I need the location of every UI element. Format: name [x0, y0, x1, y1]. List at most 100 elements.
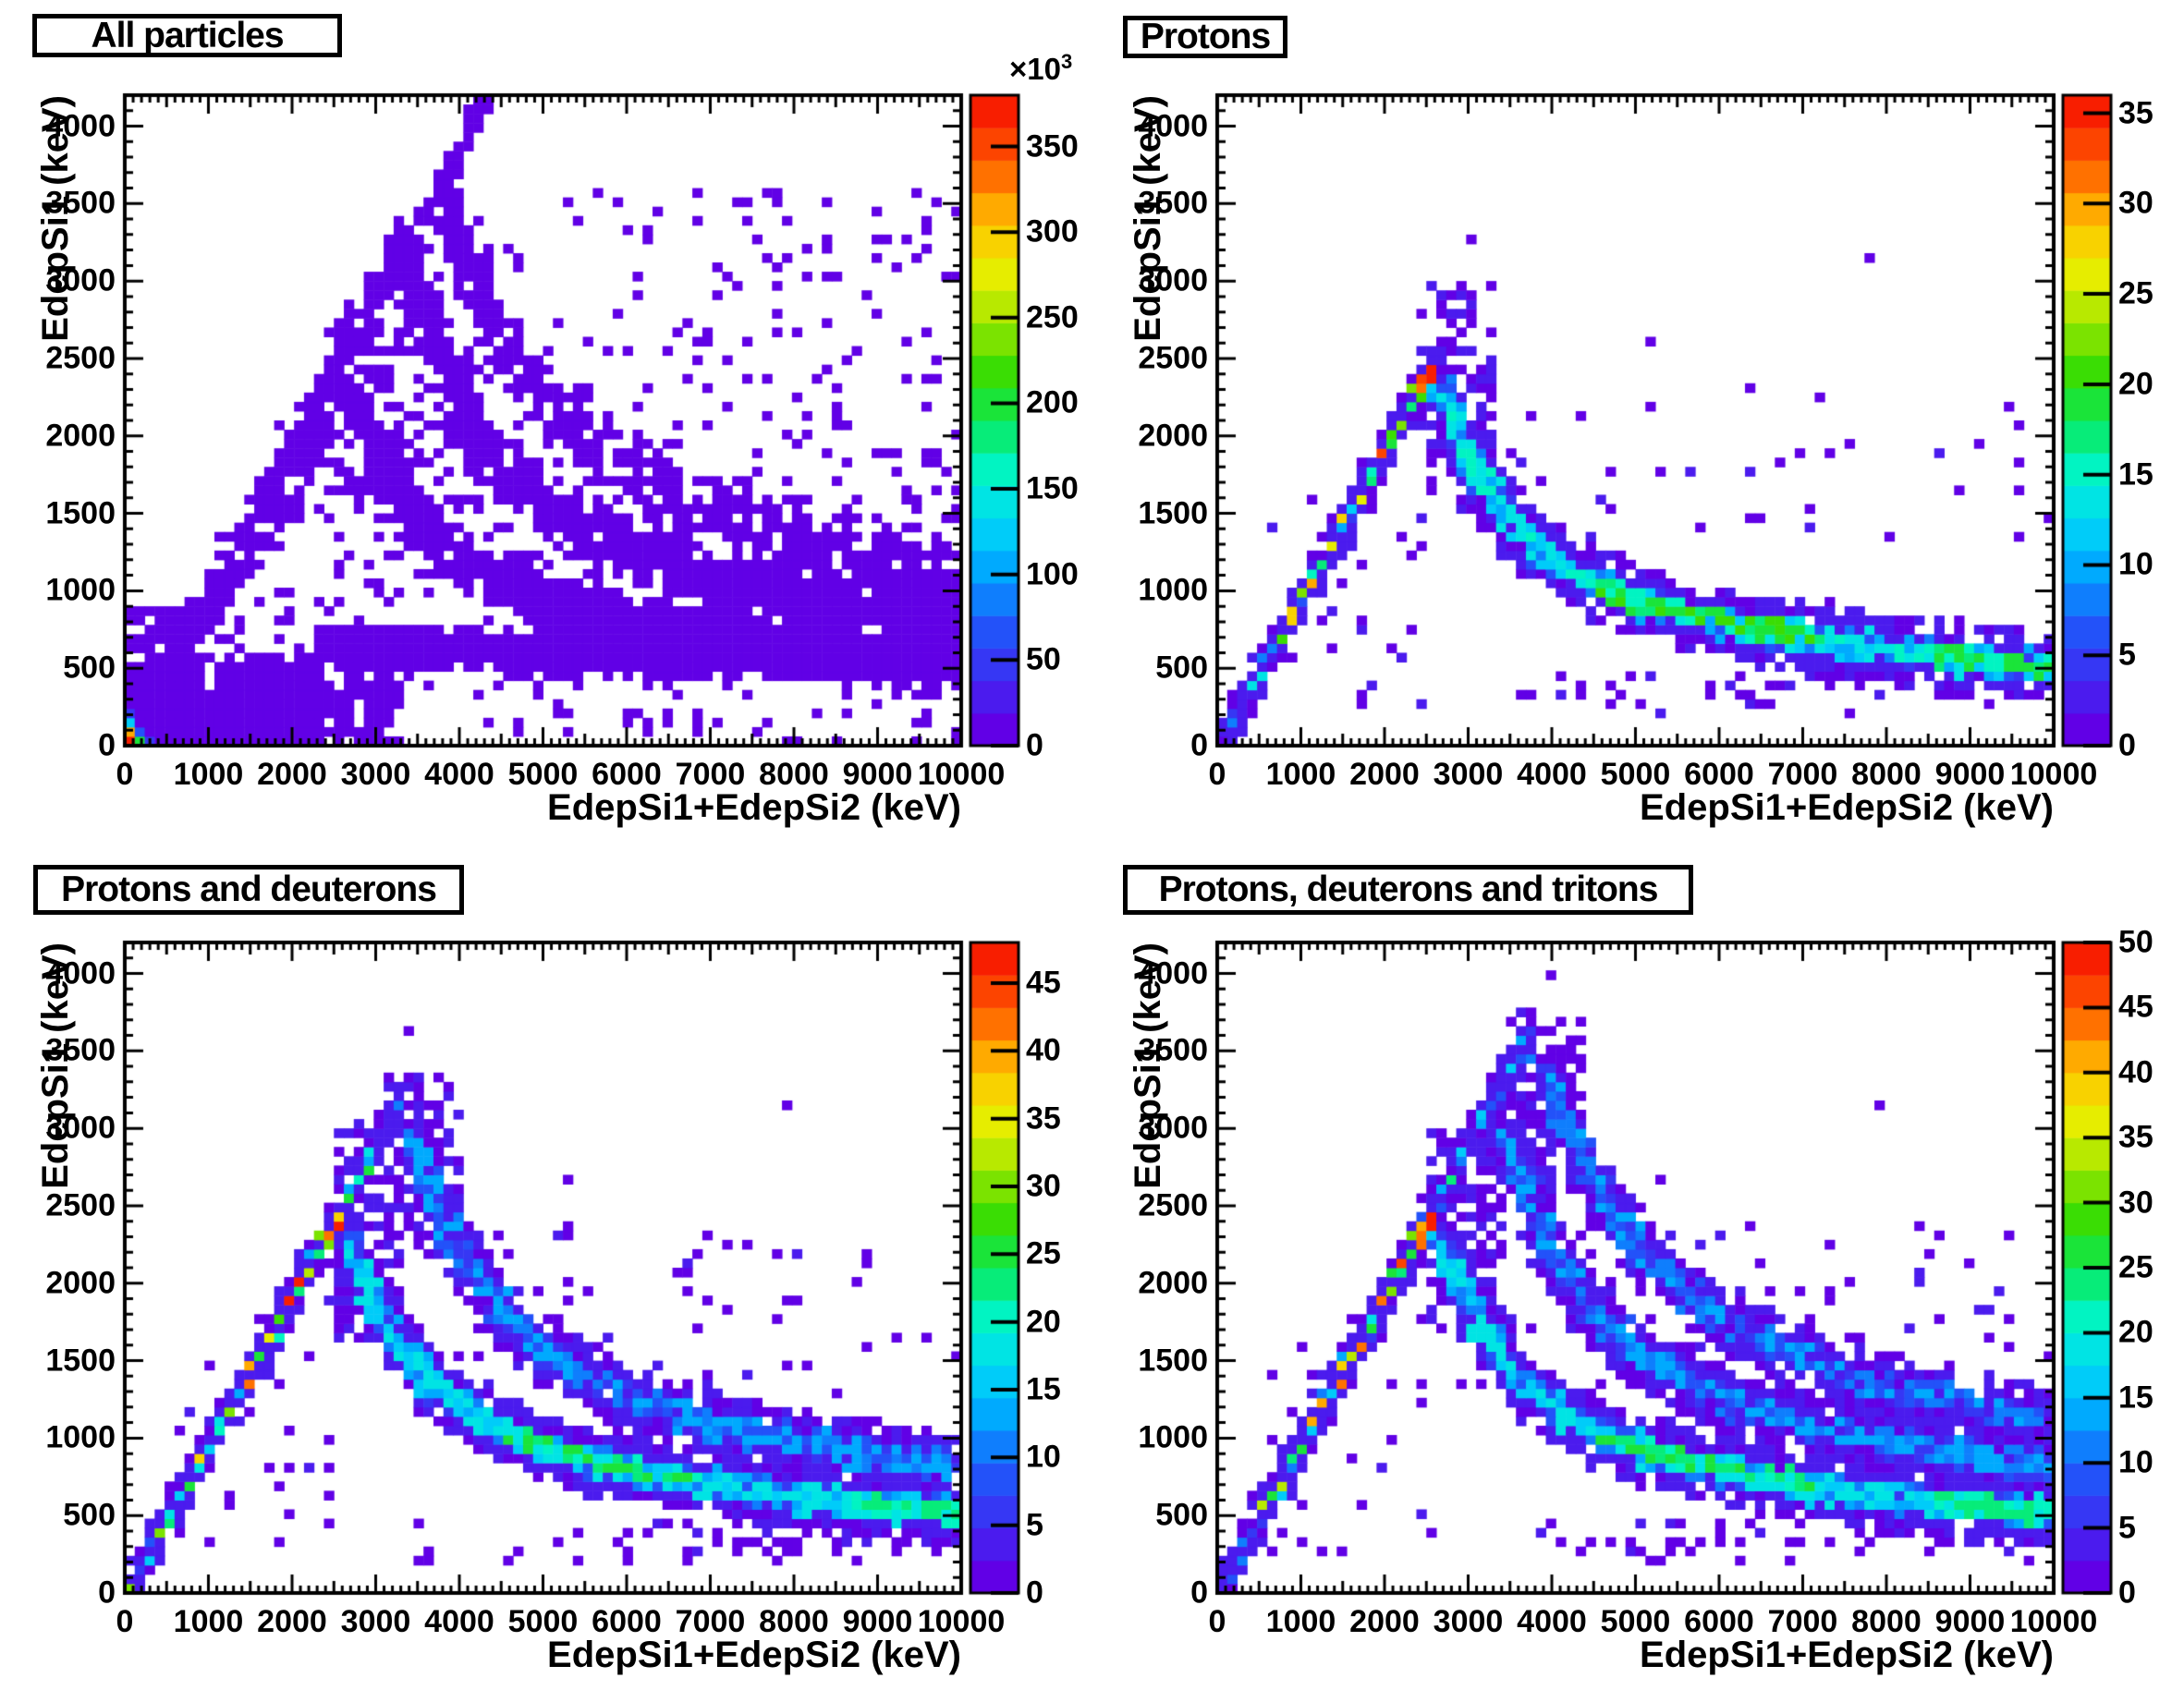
panel-3-x-axis-title: EdepSi1+EdepSi2 (keV): [547, 1635, 961, 1675]
x-tick-label: 6000: [1684, 1604, 1754, 1639]
x-tick-label: 5000: [507, 1604, 579, 1639]
x-tick-label: 2000: [1349, 757, 1420, 792]
exponent-mantissa: ×10: [1009, 52, 1061, 86]
y-tick-label: 1000: [45, 572, 116, 608]
colorbar-tick-label: 25: [2118, 275, 2153, 311]
x-tick-label: 4000: [424, 1604, 494, 1639]
colorbar-tick-label: 30: [2118, 185, 2153, 221]
x-tick-label: 5000: [1600, 757, 1671, 792]
colorbar-tick-label: 0: [1026, 727, 1043, 763]
colorbar-exponent-label: ×103: [1009, 50, 1072, 87]
x-tick-label: 2000: [257, 757, 327, 792]
x-tick-label: 8000: [759, 757, 829, 792]
y-tick-label: 3000: [45, 1110, 116, 1146]
panel-2-title: Protons: [1140, 17, 1271, 56]
x-tick-label: 1000: [1265, 1604, 1336, 1639]
colorbar-tick-label: 0: [1026, 1574, 1043, 1611]
y-tick-label: 3500: [45, 1032, 116, 1068]
y-tick-label: 3000: [1138, 1110, 1208, 1146]
colorbar-tick-label: 50: [1026, 641, 1061, 677]
colorbar-tick-label: 350: [1026, 128, 1079, 164]
y-tick-label: 0: [98, 1574, 116, 1611]
x-tick-label: 5000: [507, 757, 579, 792]
y-tick-label: 1500: [1138, 1343, 1208, 1379]
x-tick-label: 6000: [1684, 757, 1754, 792]
panel-4-x-axis-title: EdepSi1+EdepSi2 (keV): [1640, 1635, 2054, 1675]
x-tick-label: 10000: [917, 1604, 1006, 1639]
y-tick-label: 3500: [1138, 1032, 1208, 1068]
y-tick-label: 2000: [1138, 418, 1208, 454]
y-tick-label: 2500: [1138, 340, 1208, 376]
x-tick-label: 3000: [340, 1604, 411, 1639]
panel-3-y-axis-title: EdepSi1 (keV): [35, 942, 76, 1189]
colorbar-tick-label: 15: [2118, 456, 2153, 492]
panel-3-title: Protons and deuterons: [61, 869, 437, 909]
colorbar-tick-label: 45: [1026, 965, 1061, 1001]
y-tick-label: 2000: [45, 418, 116, 454]
colorbar-tick-label: 30: [2118, 1185, 2153, 1221]
y-tick-label: 2000: [1138, 1265, 1208, 1301]
x-tick-label: 8000: [1851, 1604, 1922, 1639]
colorbar-tick-label: 250: [1026, 299, 1079, 335]
colorbar-tick-label: 40: [1026, 1032, 1061, 1068]
x-tick-label: 10000: [2009, 757, 2098, 792]
colorbar-tick-label: 5: [1026, 1507, 1043, 1543]
x-tick-label: 9000: [1934, 1604, 2006, 1639]
y-tick-label: 500: [63, 1497, 116, 1533]
panel-1-title: All particles: [91, 15, 284, 55]
x-tick-label: 2000: [257, 1604, 327, 1639]
y-tick-label: 0: [1190, 727, 1208, 763]
colorbar-tick-label: 0: [2118, 727, 2136, 763]
x-tick-label: 0: [116, 1604, 134, 1639]
y-tick-label: 0: [98, 727, 116, 763]
colorbar-tick-label: 10: [1026, 1439, 1061, 1475]
y-tick-label: 1000: [45, 1419, 116, 1455]
x-tick-label: 0: [116, 757, 134, 792]
x-tick-label: 6000: [592, 757, 662, 792]
colorbar-tick-label: 35: [2118, 1119, 2153, 1155]
x-tick-label: 5000: [1600, 1604, 1671, 1639]
colorbar-tick-label: 20: [2118, 366, 2153, 402]
panel-4-title: Protons, deuterons and tritons: [1158, 869, 1659, 909]
y-tick-label: 1000: [1138, 1419, 1208, 1455]
x-tick-label: 7000: [675, 1604, 746, 1639]
y-tick-label: 2500: [1138, 1187, 1208, 1223]
colorbar-tick-label: 20: [2118, 1314, 2153, 1350]
y-tick-label: 3000: [45, 262, 116, 298]
panel-4-title-box: Protons, deuterons and tritons: [1123, 865, 1693, 915]
y-tick-label: 3500: [1138, 185, 1208, 221]
colorbar-tick-label: 10: [2118, 1444, 2153, 1480]
x-tick-label: 6000: [592, 1604, 662, 1639]
panel-2-x-axis-title: EdepSi1+EdepSi2 (keV): [1640, 787, 2054, 828]
y-tick-label: 2000: [45, 1265, 116, 1301]
colorbar-tick-label: 0: [2118, 1574, 2136, 1611]
y-tick-label: 4000: [1138, 108, 1208, 144]
colorbar-tick-label: 45: [2118, 989, 2153, 1025]
panel-3-title-box: Protons and deuterons: [33, 865, 464, 915]
y-tick-label: 1500: [45, 1343, 116, 1379]
x-tick-label: 0: [1208, 1604, 1226, 1639]
x-tick-label: 7000: [1767, 757, 1838, 792]
x-tick-label: 8000: [1851, 757, 1922, 792]
y-tick-label: 3500: [45, 185, 116, 221]
y-tick-label: 1500: [45, 495, 116, 531]
x-tick-label: 3000: [1433, 757, 1504, 792]
x-tick-label: 2000: [1349, 1604, 1420, 1639]
x-tick-label: 4000: [424, 757, 494, 792]
colorbar-tick-label: 35: [2118, 95, 2153, 131]
colorbar-tick-label: 200: [1026, 384, 1079, 420]
x-tick-label: 10000: [2009, 1604, 2098, 1639]
colorbar-tick-label: 25: [1026, 1235, 1061, 1271]
x-tick-label: 8000: [759, 1604, 829, 1639]
colorbar-tick-label: 10: [2118, 546, 2153, 582]
colorbar-tick-label: 40: [2118, 1054, 2153, 1090]
panel-2-y-axis-title: EdepSi1 (keV): [1128, 95, 1168, 342]
exponent-power: 3: [1060, 50, 1073, 73]
x-tick-label: 10000: [917, 757, 1006, 792]
y-tick-label: 2500: [45, 1187, 116, 1223]
y-tick-label: 3000: [1138, 262, 1208, 298]
y-tick-label: 1000: [1138, 572, 1208, 608]
x-tick-label: 7000: [1767, 1604, 1838, 1639]
